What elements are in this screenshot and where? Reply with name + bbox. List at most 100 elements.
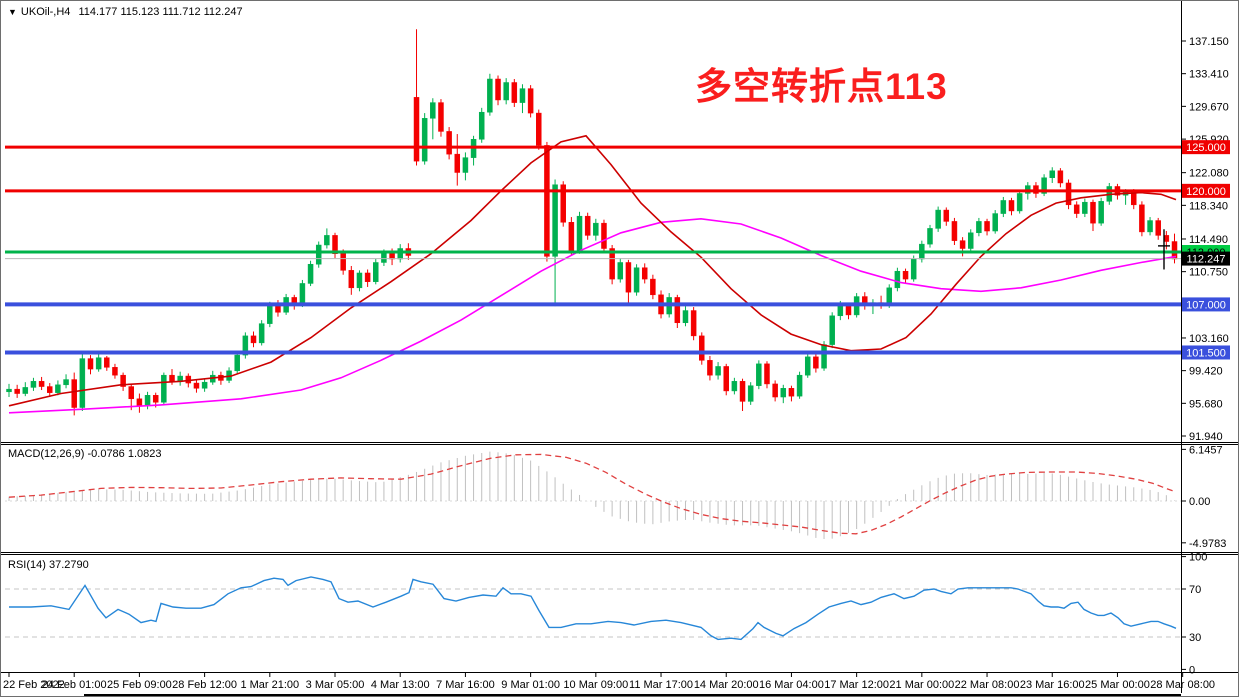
candle-body <box>356 272 363 289</box>
symbol-bar: ▼ UKOil-,H4 114.177 115.123 111.712 112.24… <box>8 6 243 18</box>
horizontal-scrollbar[interactable] <box>84 694 1181 697</box>
price-axis-label: 122.080 <box>1189 168 1229 180</box>
price-axis-label: 133.410 <box>1189 69 1229 81</box>
candle-body <box>821 344 827 369</box>
candle-body <box>788 388 795 397</box>
rsi-axis-label: 70 <box>1189 584 1201 596</box>
time-axis-label: 3 Mar 05:00 <box>306 679 365 691</box>
collapse-icon[interactable]: ▼ <box>8 7 17 17</box>
candle-body <box>910 258 917 280</box>
candle-body <box>161 374 167 403</box>
candle-body <box>87 358 94 370</box>
candle-body <box>478 111 485 140</box>
candle-body <box>503 82 509 101</box>
candle-body <box>95 357 102 370</box>
candle-body <box>1098 201 1104 224</box>
candle-body <box>1008 200 1015 212</box>
rsi-axis-label: 0 <box>1189 664 1195 676</box>
price-badge <box>1182 251 1230 266</box>
candle-body <box>723 366 729 392</box>
candle-body <box>527 88 534 114</box>
price-badge-label: 112.247 <box>1187 254 1226 266</box>
candle-body <box>1155 220 1161 236</box>
price-axis-label: 99.420 <box>1189 366 1223 378</box>
candle-body <box>120 374 126 387</box>
candle-body <box>446 131 452 155</box>
candle-body <box>764 363 770 385</box>
ma-slow-line <box>8 217 1177 414</box>
candle-body <box>63 379 69 386</box>
candle-body <box>258 323 265 344</box>
time-axis-label: 14 Mar 20:00 <box>694 679 759 691</box>
candle-body <box>976 221 982 234</box>
candle-body <box>544 145 550 257</box>
time-axis-label: 11 Mar 17:00 <box>629 679 693 691</box>
chart-text-annotation[interactable]: 多空转折点113 <box>695 66 948 107</box>
candle-body <box>690 310 697 337</box>
candle-body <box>927 228 933 245</box>
time-axis-label: 28 Mar 08:00 <box>1150 679 1215 691</box>
candle-body <box>22 387 29 394</box>
candle-body <box>593 222 599 236</box>
candle-body <box>796 374 803 397</box>
candle-body <box>307 263 314 284</box>
candle-body <box>104 357 110 368</box>
rsi-axis-label: 100 <box>1189 552 1207 564</box>
candle-body <box>576 215 583 251</box>
macd-axis-label: -4.9783 <box>1189 538 1226 550</box>
time-axis-label: 17 Mar 12:00 <box>824 679 889 691</box>
candle-body <box>984 221 990 232</box>
time-axis-label: 28 Feb 12:00 <box>172 679 237 691</box>
candle-body <box>421 118 428 162</box>
candle-body <box>454 153 461 173</box>
candle-body <box>430 102 436 119</box>
candle-body <box>584 215 591 236</box>
candle-body <box>373 262 379 282</box>
candle-body <box>747 385 754 402</box>
time-axis-label: 16 Mar 04:00 <box>759 679 824 691</box>
price-axis-label: 103.160 <box>1189 333 1229 345</box>
candle-body <box>1147 220 1153 233</box>
candle-body <box>715 366 721 376</box>
candle-body <box>601 222 607 249</box>
candle-body <box>193 382 200 389</box>
candle-body <box>902 270 909 280</box>
candle-body <box>829 315 835 345</box>
candle-body <box>625 262 632 293</box>
candle-body <box>1082 201 1088 214</box>
candle-body <box>1090 201 1096 224</box>
macd-values: -0.0786 1.0823 <box>87 448 162 460</box>
candle-body <box>487 78 493 113</box>
candle-body <box>1049 170 1055 178</box>
candle-body <box>438 102 444 132</box>
time-axis-label: 22 Feb 2022 <box>3 679 65 691</box>
candle-body <box>935 209 941 229</box>
candle-body <box>772 383 778 398</box>
candle-body <box>348 270 355 289</box>
time-axis-label: 1 Mar 21:00 <box>240 679 299 691</box>
candle-body <box>169 374 175 382</box>
candle-body <box>14 388 20 394</box>
candle-body <box>112 367 118 376</box>
rsi-axis-label: 30 <box>1189 632 1201 644</box>
candle-body <box>617 262 624 280</box>
price-badge-label: 101.500 <box>1186 347 1226 359</box>
candle-body <box>1073 204 1080 214</box>
candle-body <box>299 283 306 305</box>
candle-body <box>894 270 901 289</box>
candle-body <box>943 209 950 222</box>
candle-body <box>1016 193 1023 212</box>
candle-body <box>413 97 420 162</box>
candle-body <box>152 395 159 403</box>
candle-body <box>136 398 143 407</box>
macd-axis-label: 0.00 <box>1189 496 1210 508</box>
price-axis-label: 91.940 <box>1189 431 1223 443</box>
candle-body <box>144 395 151 407</box>
candle-body <box>731 381 738 392</box>
candle-body <box>511 82 518 103</box>
candle-body <box>536 112 542 146</box>
time-axis-label: 9 Mar 01:00 <box>501 679 560 691</box>
time-axis-label: 25 Feb 09:00 <box>107 679 172 691</box>
price-axis-label: 129.670 <box>1189 101 1229 113</box>
